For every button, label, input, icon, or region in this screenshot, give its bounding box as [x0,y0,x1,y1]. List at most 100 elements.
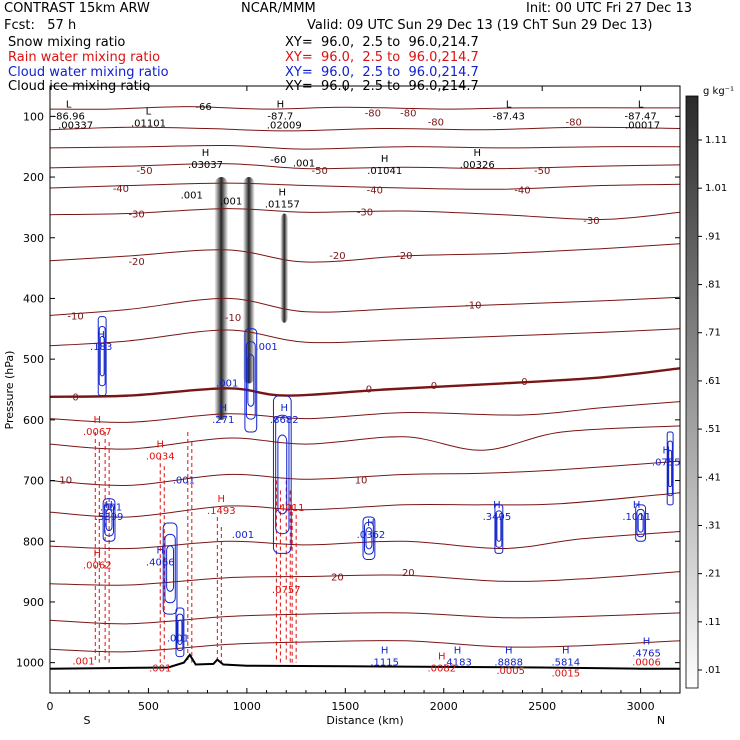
end-label-south: S [84,714,91,727]
legend-cloudwater-label: Cloud water mixing ratio [8,65,169,80]
y-tick-label: 1000 [16,657,44,670]
temperature-contour [50,531,680,550]
extremum-mark: H [662,445,670,456]
cloud-water-contour [272,395,292,554]
extremum-value: .00017 [625,120,660,131]
extremum-mark: H [156,439,164,450]
extremum-mark: L [506,99,512,110]
y-tick-label: 700 [23,475,44,488]
contour-label: -66 [195,102,211,113]
colorbar-tick-label: 1.01 [705,183,727,194]
cloud-water-contour [636,508,645,538]
extremum-value: .001 [232,530,254,541]
contour-label: -30 [128,210,144,221]
extremum-mark: H [493,500,501,511]
legend-rain-xy: XY= 96.0, 2.5 to 96.0,214.7 [285,50,479,65]
cloud-water-contour [177,619,183,645]
contour-label: 20 [331,573,344,584]
cloud-water-contour [668,449,673,488]
extremum-mark: H [281,403,289,414]
snow-column [280,213,289,323]
extremum-mark: L [66,99,72,110]
x-tick-label: 2000 [430,700,458,713]
contour-label: -20 [128,257,144,268]
extremum-value: .01157 [265,199,300,210]
extremum-mark: H [505,646,513,657]
extremum-mark: H [438,652,446,663]
contour-label: 10 [355,476,368,487]
x-axis-title: Distance (km) [326,714,403,727]
cloud-water-contour [637,513,644,533]
cloud-water-contour [102,498,116,542]
extremum-mark: H [454,646,462,657]
x-tick-label: 1000 [233,700,261,713]
extremum-value: .001 [72,656,94,667]
extremum-value: .0015 [551,669,580,680]
contour-label: -30 [583,216,599,227]
contour-label: -50 [136,166,152,177]
contour-label: -40 [367,185,383,196]
extremum-value: .4765 [632,649,661,660]
cloud-water-contour [175,607,185,658]
colorbar-tick-label: .21 [705,569,721,580]
extremum-value: .4183 [443,658,472,669]
cloud-water-contour [99,335,105,377]
forecast-hour: Fcst: 57 h [4,18,77,33]
extremum-value: .4011 [276,503,305,514]
valid-time: Valid: 09 UTC Sun 29 Dec 13 (19 ChT Sun … [307,18,653,33]
extremum-value: .0005 [496,666,525,677]
colorbar: g kg⁻¹ .01 .11 .21 .31 .41 .51 .61 .71 .81 .91 1.0… [685,86,734,689]
extremum-value: .0034 [146,451,175,462]
cloud-water-contour [362,516,376,560]
temperature-contour [50,144,680,150]
contour-label: -80 [365,108,381,119]
contour-label: -30 [357,207,373,218]
contour-label: -50 [312,166,328,177]
cloud-water-contour [365,527,373,550]
extremum-value: .0755 [652,457,681,468]
extremum-mark: H [633,500,641,511]
extremum-value: .3495 [483,512,512,523]
extremum-value: -86.96 [53,111,85,122]
extremum-value: .1011 [622,512,651,523]
extremum-value: .01101 [131,119,166,130]
cloud-water-contour [667,440,673,497]
model-title: CONTRAST 15km ARW [4,1,150,16]
extremum-mark: H [381,646,389,657]
extremum-value: -87.7 [267,111,293,122]
cloud-water-contour [496,516,502,542]
cloud-water-contour [244,328,258,433]
temperature-contour [50,182,680,190]
extremum-value: .8888 [494,658,523,669]
end-label-north: N [657,714,665,727]
extremum-value: .0006 [632,658,661,669]
colorbar-tick-label: .71 [705,328,721,339]
extremum-value: .001 [255,342,277,353]
temperature-contour [50,367,680,398]
y-tick-label: 200 [23,171,44,184]
contour-label: -10 [465,301,481,312]
contour-label: -20 [329,251,345,262]
extremum-value: .0757 [272,585,301,596]
contour-label: -40 [113,184,129,195]
temperature-contour [50,425,680,451]
extremum-mark: H [367,518,375,529]
extremum-mark: H [277,99,285,110]
extremum-mark: H [219,403,227,414]
contour-label: -10 [67,312,83,323]
extremum-value: -87.47 [625,111,657,122]
colorbar-tick-label: .31 [705,520,721,531]
colorbar-bar [685,95,699,689]
colorbar-units: g kg⁻¹ [703,86,734,97]
x-tick-label: 500 [138,700,159,713]
cloud-water-contour [666,431,674,506]
extremum-value: .4066 [146,557,175,568]
colorbar-tick-label: .11 [705,617,721,628]
y-tick-label: 900 [23,596,44,609]
cloud-water-contour [98,326,106,387]
extremum-value: .001 [216,378,238,389]
contour-label: -80 [428,117,444,128]
contour-label: -50 [534,166,550,177]
contour-label: -20 [396,251,412,262]
temperature-contour [50,163,680,170]
